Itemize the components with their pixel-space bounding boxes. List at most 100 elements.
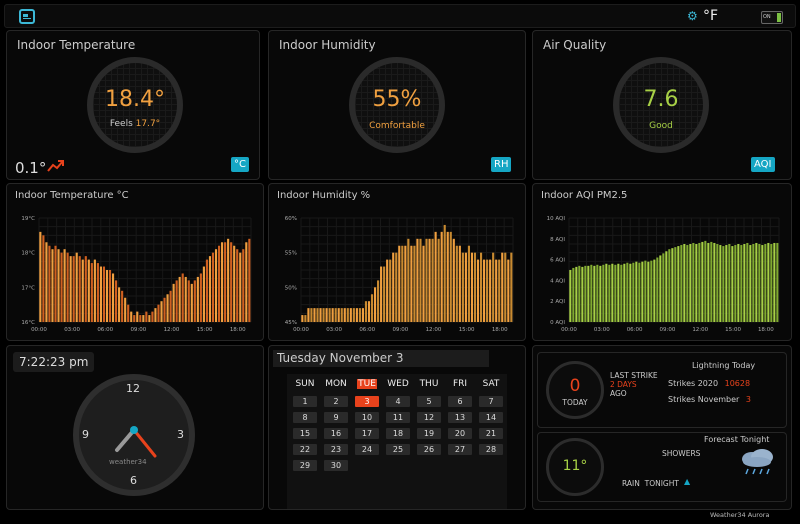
chart-bar <box>483 259 486 322</box>
y-tick-label: 0 AQI <box>550 320 565 326</box>
chart-bar <box>416 238 419 322</box>
chart-bar <box>148 315 151 322</box>
credit-product: Aurora <box>747 511 770 519</box>
calendar-day[interactable]: 7 <box>479 396 503 407</box>
calendar-dow: THU <box>419 379 439 389</box>
calendar-day[interactable]: 10 <box>355 412 379 423</box>
temperature-value: 18.4° <box>105 87 165 112</box>
aqi-button[interactable]: AQI <box>751 157 775 172</box>
chart-bar <box>495 259 498 322</box>
chart-bar <box>227 238 230 322</box>
chart-bar <box>401 245 404 322</box>
chart-bar <box>361 308 364 322</box>
clock-card: 7:22:23 pm 12 3 6 9 weather34 <box>6 345 264 510</box>
chart-bar <box>776 242 779 322</box>
chart-bar <box>118 287 121 322</box>
calendar-dow: WED <box>387 379 409 389</box>
aqi-chart-card: Indoor AQI PM2.5 10 AQI 8 AQI 6 AQI 4 AQI 2 A… <box>532 183 792 341</box>
gear-icon[interactable]: ⚙ <box>687 9 698 23</box>
calendar-dow: SUN <box>295 379 315 389</box>
chart-bar <box>650 260 653 322</box>
chart-bar <box>221 242 224 322</box>
y-tick-label: 17°C <box>21 285 35 291</box>
calendar-day[interactable]: 8 <box>293 412 317 423</box>
chart-bar <box>45 242 48 322</box>
x-tick-label: 09:00 <box>660 327 676 333</box>
calendar-day[interactable]: 12 <box>417 412 441 423</box>
chart-bar <box>124 297 127 322</box>
chart-bar <box>87 259 90 322</box>
chart-bar <box>154 308 157 322</box>
menu-icon[interactable] <box>19 9 35 24</box>
chart-bar <box>455 245 458 322</box>
calendar-day[interactable]: 16 <box>324 428 348 439</box>
calendar-day[interactable]: 4 <box>386 396 410 407</box>
calendar-day[interactable]: 1 <box>293 396 317 407</box>
chart-bar <box>752 244 755 322</box>
calendar-day[interactable]: 23 <box>324 444 348 455</box>
chart-bar <box>208 256 212 322</box>
chart-title: Indoor AQI PM2.5 <box>541 190 627 201</box>
chart-bar <box>108 270 112 322</box>
chart-bar <box>316 308 319 322</box>
chart-bar <box>449 231 452 322</box>
chart-bar <box>767 242 770 322</box>
calendar-day[interactable]: 26 <box>417 444 441 455</box>
chart-bar <box>230 242 233 322</box>
chart-bar <box>355 308 358 322</box>
humidity-chart: Indoor Humidity % 60% 55% 50% 45%00:00 03:00 0… <box>277 190 514 333</box>
calendar-day[interactable]: 28 <box>479 444 503 455</box>
card-title: Indoor Temperature <box>17 38 136 52</box>
chart-bar <box>398 245 401 322</box>
chart-bar <box>689 244 692 322</box>
calendar-day[interactable]: 29 <box>293 460 317 471</box>
unit-toggle[interactable]: °F <box>703 8 719 24</box>
chart-bar <box>163 297 166 322</box>
chart-title: Indoor Temperature °C <box>15 190 129 201</box>
calendar-day[interactable]: 24 <box>355 444 379 455</box>
calendar-day[interactable]: 17 <box>355 428 379 439</box>
calendar-day[interactable]: 20 <box>448 428 472 439</box>
chart-bar <box>452 238 455 322</box>
celsius-button[interactable]: °C <box>231 157 249 172</box>
calendar-day[interactable]: 21 <box>479 428 503 439</box>
calendar-day[interactable]: 9 <box>324 412 348 423</box>
calendar-day[interactable]: 13 <box>448 412 472 423</box>
calendar-day[interactable]: 22 <box>293 444 317 455</box>
chart-bar <box>701 241 704 322</box>
chart-bar <box>121 290 124 322</box>
y-tick-label: 2 AQI <box>550 299 565 305</box>
chart-bar <box>346 308 349 322</box>
calendar-day[interactable]: 2 <box>324 396 348 407</box>
chart-bar <box>476 259 480 322</box>
calendar-day[interactable]: 11 <box>386 412 410 423</box>
chart-bar <box>60 252 63 322</box>
rh-button[interactable]: RH <box>491 157 512 172</box>
chart-bar <box>713 242 716 322</box>
calendar-day[interactable]: 6 <box>448 396 472 407</box>
chart-bar <box>470 252 474 322</box>
calendar-day[interactable]: 18 <box>386 428 410 439</box>
y-tick-label: 6 AQI <box>550 258 565 264</box>
chart-bar <box>42 235 45 322</box>
chart-bar <box>130 311 133 322</box>
calendar-day[interactable]: 19 <box>417 428 441 439</box>
calendar-day[interactable]: 5 <box>417 396 441 407</box>
calendar-day[interactable]: 14 <box>479 412 503 423</box>
chart-bar <box>96 263 99 322</box>
calendar-day[interactable]: 30 <box>324 460 348 471</box>
calendar-day[interactable]: 3 <box>355 396 379 407</box>
x-tick-label: 00:00 <box>293 327 309 333</box>
strikes-year-value: 10628 <box>724 379 751 388</box>
chart-bar <box>51 249 54 322</box>
chart-bar <box>419 238 422 322</box>
chart-bar <box>377 280 380 322</box>
chart-bar <box>498 259 501 322</box>
calendar-day[interactable]: 27 <box>448 444 472 455</box>
calendar-dow: SAT <box>482 379 500 389</box>
humidity-chart-card: Indoor Humidity % 60% 55% 50% 45% 00:00 03:00 0… <box>268 183 526 341</box>
calendar-day[interactable]: 25 <box>386 444 410 455</box>
chart-bar <box>75 252 78 322</box>
calendar-day[interactable]: 15 <box>293 428 317 439</box>
chart-bar <box>193 280 196 322</box>
